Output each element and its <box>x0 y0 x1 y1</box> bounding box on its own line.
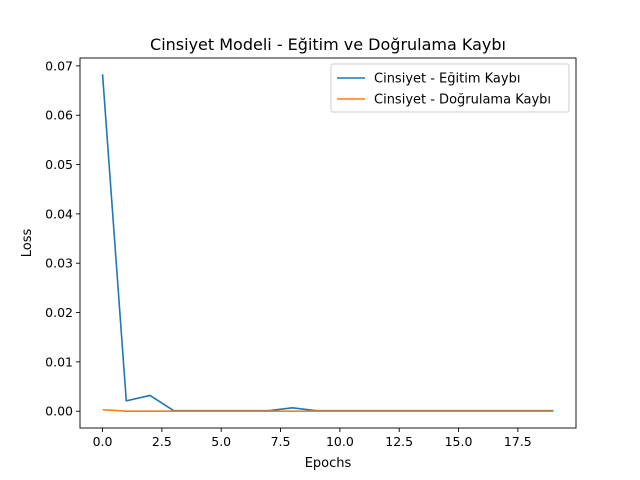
y-tick-label: 0.03 <box>45 256 73 271</box>
series-line-2 <box>102 408 554 413</box>
y-tick-label: 0.04 <box>45 206 73 221</box>
x-tick-label: 0.0 <box>93 434 113 449</box>
x-tick-label: 12.5 <box>385 434 413 449</box>
y-axis-label: Loss <box>20 229 35 258</box>
y-tick-label: 0.07 <box>45 58 73 73</box>
legend-label-2: Cinsiyet - Doğrulama Kaybı <box>374 93 551 108</box>
x-tick-label: 5.0 <box>211 434 231 449</box>
legend: Cinsiyet - Eğitim Kaybı Cinsiyet - Doğrul… <box>330 63 570 113</box>
x-axis-label: Epochs <box>305 456 352 471</box>
x-tick-label: 7.5 <box>271 434 291 449</box>
y-axis: 0.00 0.01 0.02 0.03 0.04 0.05 0.06 0.07 <box>45 58 80 419</box>
y-tick-label: 0.02 <box>45 305 73 320</box>
series-group <box>101 74 554 413</box>
x-tick-label: 2.5 <box>152 434 172 449</box>
x-tick-label: 10.0 <box>326 434 354 449</box>
y-tick-label: 0.01 <box>45 354 73 369</box>
y-tick-label: 0.06 <box>45 108 73 123</box>
x-tick-label: 17.5 <box>504 434 532 449</box>
legend-label-1: Cinsiyet - Eğitim Kaybı <box>374 72 520 87</box>
y-tick-label: 0.05 <box>45 157 73 172</box>
y-tick-label: 0.00 <box>45 404 73 419</box>
legend-frame <box>330 63 570 113</box>
plot-area <box>79 57 577 429</box>
x-axis: 0.0 2.5 5.0 7.5 10.0 12.5 15.0 17.5 <box>93 428 532 449</box>
x-tick-label: 15.0 <box>445 434 473 449</box>
chart-title: Cinsiyet Modeli - Eğitim ve Doğrulama Ka… <box>150 35 506 54</box>
plot-frame <box>79 57 577 429</box>
